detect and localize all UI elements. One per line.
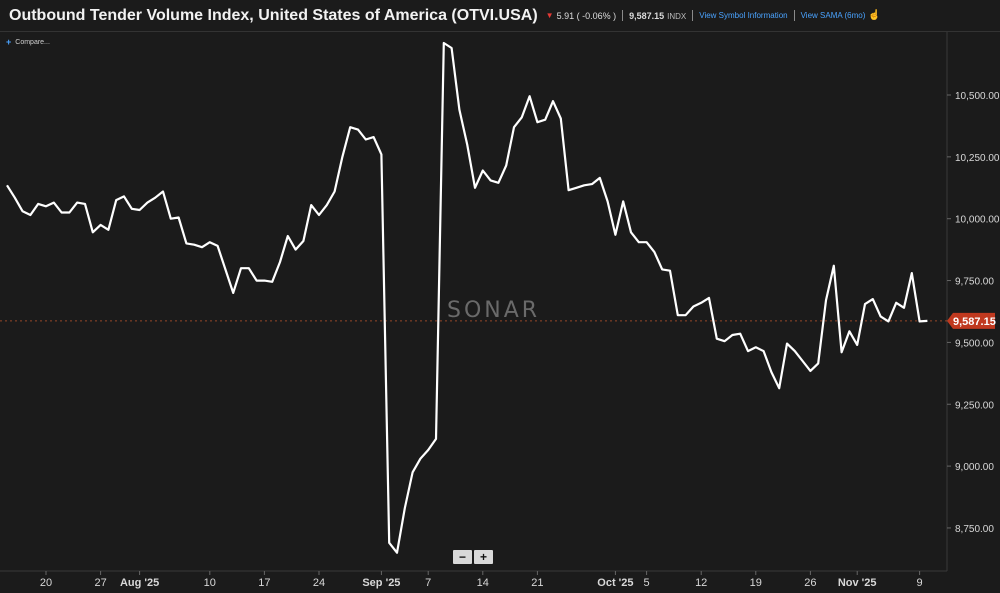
x-tick-label: 12 — [695, 577, 707, 589]
x-tick-label: 9 — [917, 577, 923, 589]
price-unit: INDX — [667, 11, 687, 21]
last-value-badge-bg — [947, 312, 995, 329]
y-tick-label: 10,500.00 — [955, 91, 1000, 102]
chart-header: Outbound Tender Volume Index, United Sta… — [0, 0, 1000, 32]
x-tick-label: Sep '25 — [362, 577, 400, 589]
view-sama-link[interactable]: View SAMA (6mo) — [800, 11, 866, 20]
price-change: ▼ 5.91 ( -0.06% ) — [546, 11, 616, 21]
x-tick-label: 20 — [40, 577, 52, 589]
last-value-label: 9,587.15 — [953, 316, 996, 328]
divider — [622, 10, 624, 21]
zoom-out-button[interactable]: − — [453, 550, 472, 564]
x-tick-label: Oct '25 — [597, 577, 633, 589]
y-tick-label: 8,750.00 — [955, 524, 994, 535]
x-tick-label: 19 — [750, 577, 762, 589]
view-symbol-info-link[interactable]: View Symbol Information — [699, 11, 788, 20]
x-tick-label: 21 — [531, 577, 543, 589]
series-line — [6, 41, 928, 554]
compare-button[interactable]: + Compare... — [6, 37, 50, 47]
y-tick-label: 9,250.00 — [955, 400, 994, 411]
last-price: 9,587.15 INDX — [629, 11, 686, 21]
y-tick-label: 10,250.00 — [955, 153, 1000, 164]
hand-pointer-icon: ☝ — [868, 10, 881, 21]
y-tick-label: 9,000.00 — [955, 462, 994, 473]
zoom-controls: − + — [453, 550, 495, 564]
x-tick-label: 27 — [94, 577, 106, 589]
chart-title: Outbound Tender Volume Index, United Sta… — [9, 6, 538, 24]
divider — [692, 10, 694, 21]
down-arrow-icon: ▼ — [545, 11, 554, 20]
x-tick-label: 5 — [644, 577, 650, 589]
x-tick-label: 7 — [425, 577, 431, 589]
x-tick-label: Nov '25 — [838, 577, 877, 589]
x-tick-label: 14 — [477, 577, 489, 589]
compare-label: Compare... — [15, 38, 50, 46]
x-tick-label: 17 — [258, 577, 270, 589]
y-tick-label: 9,750.00 — [955, 277, 994, 288]
last-value-badge: 9,587.15 — [947, 312, 996, 329]
y-tick-label: 9,500.00 — [955, 338, 994, 349]
y-tick-label: 10,000.00 — [955, 215, 1000, 226]
x-tick-label: 24 — [313, 577, 325, 589]
plus-icon: + — [6, 37, 12, 47]
last-price-value: 9,587.15 — [629, 10, 665, 21]
x-tick-label: 10 — [204, 577, 216, 589]
sonar-watermark: SONAR — [447, 298, 541, 323]
zoom-in-button[interactable]: + — [474, 550, 493, 564]
divider — [793, 10, 795, 21]
x-tick-label: Aug '25 — [120, 577, 159, 589]
price-change-value: 5.91 ( -0.06% ) — [556, 10, 617, 21]
x-tick-label: 26 — [804, 577, 816, 589]
